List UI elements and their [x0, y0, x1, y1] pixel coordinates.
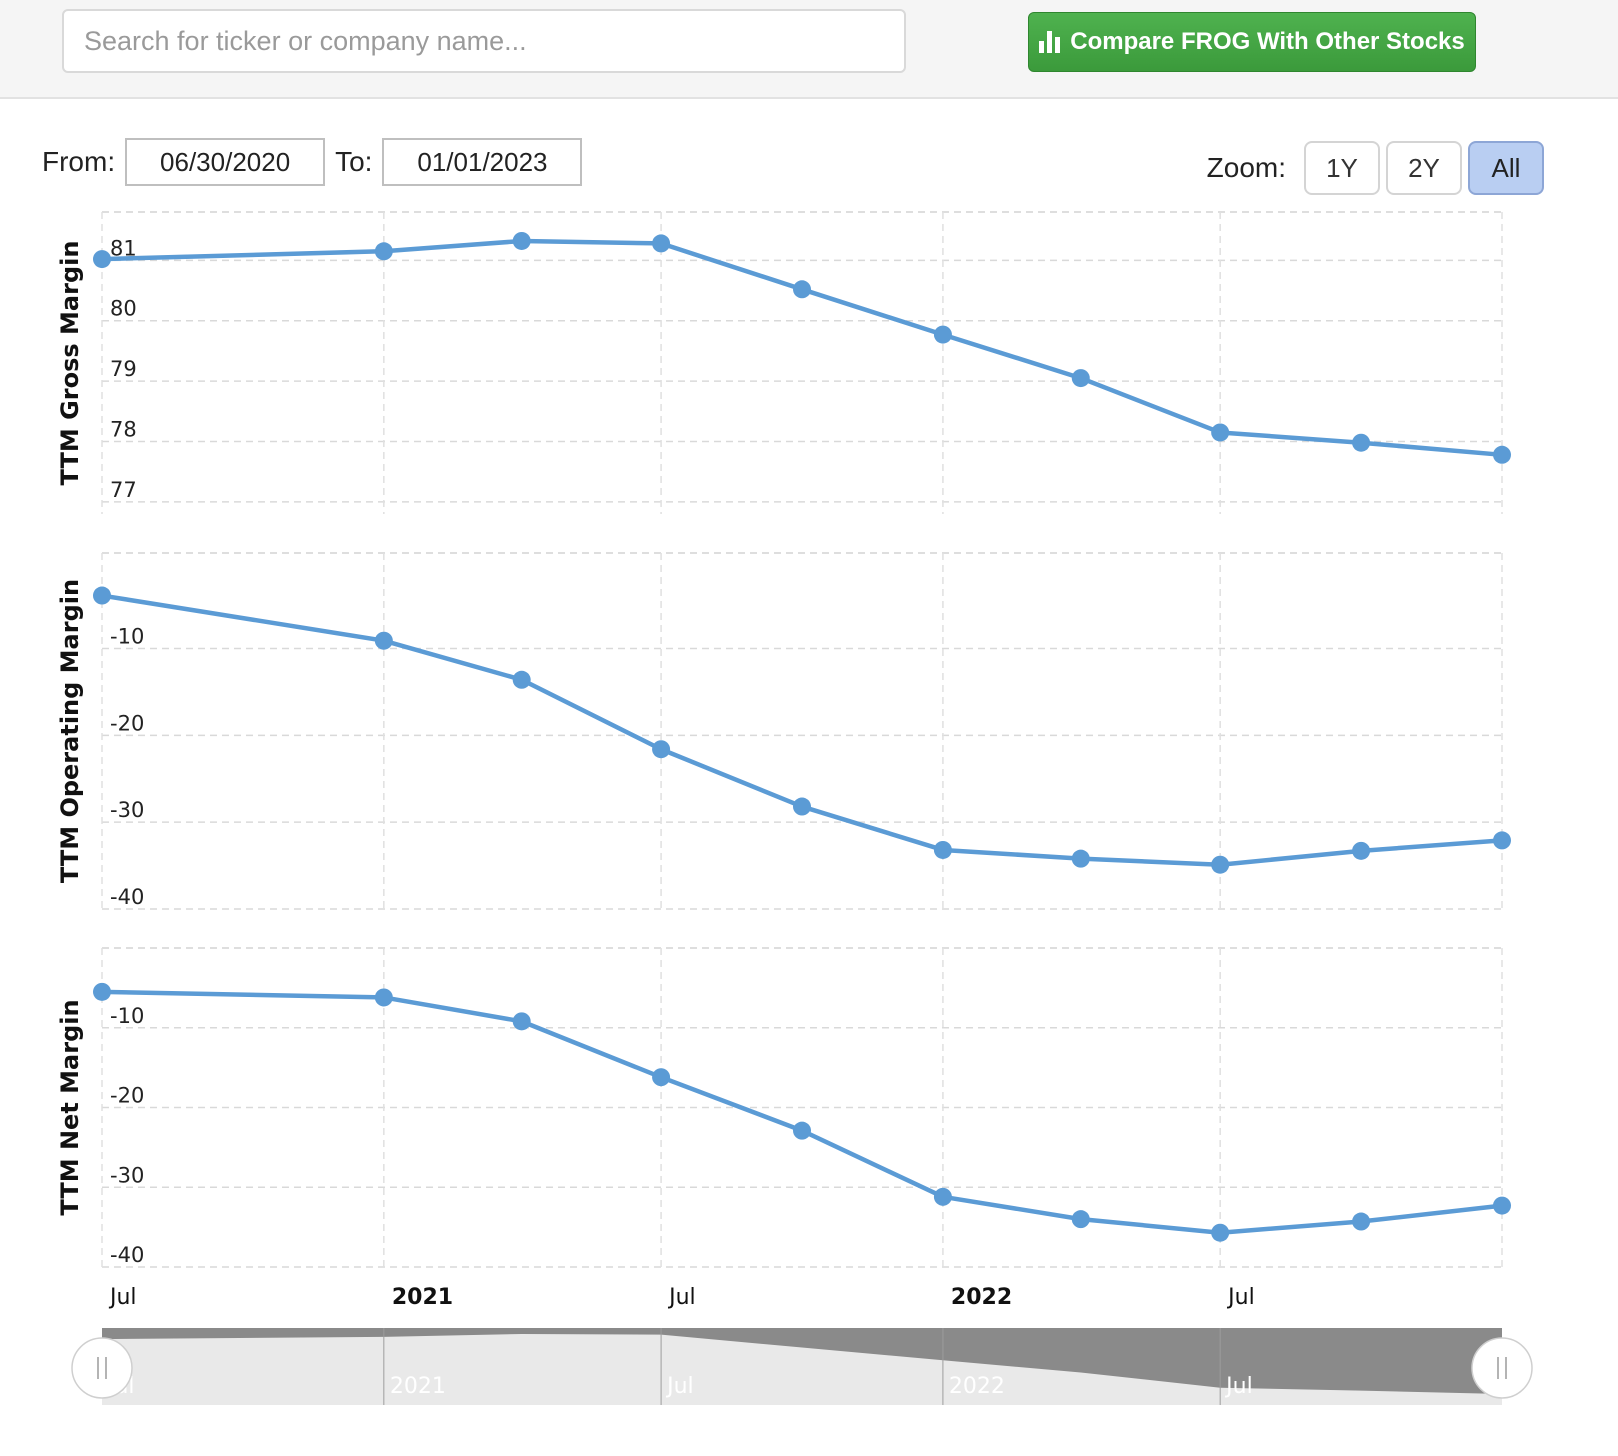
data-point — [1352, 841, 1371, 860]
data-point — [1493, 445, 1511, 464]
data-point — [933, 1187, 952, 1206]
navigator-label: 2021 — [390, 1374, 446, 1399]
series-line — [101, 238, 1503, 458]
data-point — [1071, 1210, 1090, 1229]
x-tick-label: Jul — [667, 1285, 696, 1310]
x-tick-label: Jul — [108, 1285, 137, 1310]
to-label: To: — [335, 146, 373, 177]
bar-chart-icon — [1039, 31, 1061, 53]
data-point — [933, 840, 952, 859]
y-tick-label: -20 — [110, 1084, 144, 1108]
top-toolbar: Compare FROG With Other Stocks — [0, 0, 1618, 99]
data-point — [1352, 433, 1371, 452]
navigator-label: Jul — [1224, 1374, 1253, 1399]
date-range: From: To: — [42, 137, 592, 187]
y-tick-label: 80 — [110, 297, 137, 321]
x-tick-label: 2021 — [392, 1285, 453, 1310]
data-point — [512, 1012, 531, 1031]
search-input[interactable] — [62, 9, 906, 73]
data-point — [933, 325, 952, 344]
data-point — [1211, 855, 1230, 874]
y-axis-title: TTM Gross Margin — [56, 241, 84, 486]
compare-button-label: Compare FROG With Other Stocks — [1070, 28, 1465, 55]
zoom-1y-button[interactable]: 1Y — [1304, 141, 1380, 195]
y-tick-label: -20 — [110, 711, 144, 735]
y-tick-label: 78 — [110, 418, 137, 442]
data-point — [374, 242, 393, 261]
data-point — [652, 234, 671, 253]
series-line — [101, 593, 1503, 867]
zoom-label: Zoom: — [1206, 152, 1286, 183]
data-point — [1211, 423, 1230, 442]
navigator-right-handle[interactable] — [1471, 1337, 1533, 1399]
navigator-series-area — [102, 1334, 1502, 1405]
y-axis-title: TTM Operating Margin — [56, 579, 84, 883]
zoom-controls: Zoom: 1Y 2Y All — [1207, 140, 1544, 196]
navigator-left-handle[interactable] — [71, 1337, 133, 1399]
data-point — [512, 231, 531, 250]
y-tick-label: -10 — [110, 1004, 144, 1028]
from-date-input[interactable] — [125, 138, 326, 186]
data-point — [793, 1121, 811, 1140]
y-axis-title: TTM Net Margin — [56, 999, 84, 1215]
from-label: From: — [42, 146, 116, 177]
y-tick-label: 77 — [110, 478, 137, 502]
compare-stocks-button[interactable]: Compare FROG With Other Stocks — [1028, 12, 1476, 72]
to-date-input[interactable] — [382, 138, 583, 186]
data-point — [1211, 1223, 1230, 1242]
y-tick-label: -10 — [110, 625, 144, 649]
data-point — [512, 670, 531, 689]
x-tick-label: 2022 — [951, 1285, 1012, 1310]
data-point — [93, 586, 111, 605]
data-point — [652, 740, 671, 759]
navigator-label: 2022 — [949, 1374, 1005, 1399]
zoom-2y-button[interactable]: 2Y — [1386, 141, 1462, 195]
data-point — [1071, 849, 1090, 868]
data-point — [93, 982, 111, 1001]
navigator-label: Jul — [665, 1374, 694, 1399]
data-point — [652, 1068, 671, 1087]
data-point — [1071, 369, 1090, 388]
zoom-all-button[interactable]: All — [1468, 141, 1544, 195]
series-line — [101, 989, 1503, 1235]
data-point — [1352, 1212, 1371, 1231]
data-point — [793, 280, 811, 299]
y-tick-label: -30 — [110, 798, 144, 822]
data-point — [374, 988, 393, 1007]
y-tick-label: -30 — [110, 1163, 144, 1187]
data-point — [1493, 1196, 1511, 1215]
data-point — [374, 631, 393, 650]
y-tick-label: -40 — [110, 1243, 144, 1267]
data-point — [1493, 831, 1511, 850]
y-tick-label: -40 — [110, 885, 144, 909]
y-tick-label: 79 — [110, 357, 137, 381]
x-tick-label: Jul — [1226, 1285, 1255, 1310]
data-point — [93, 250, 111, 269]
data-point — [793, 797, 811, 816]
